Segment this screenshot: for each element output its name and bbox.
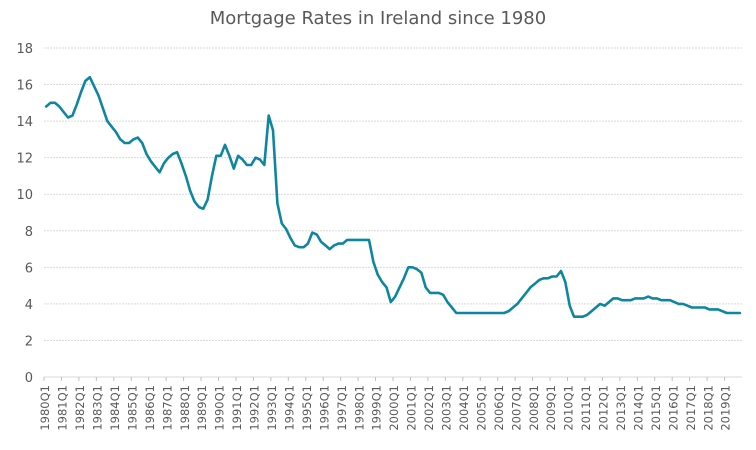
x-tick-label: 1989Q1 bbox=[195, 385, 209, 431]
y-tick-label: 18 bbox=[16, 42, 33, 57]
x-tick-label: 2013Q1 bbox=[614, 385, 628, 431]
chart-title: Mortgage Rates in Ireland since 1980 bbox=[209, 8, 547, 29]
x-tick-label: 2009Q1 bbox=[544, 385, 558, 431]
y-tick-label: 12 bbox=[16, 152, 33, 167]
x-tick-label: 2011Q1 bbox=[579, 385, 593, 431]
x-tick-label: 2017Q1 bbox=[684, 385, 698, 431]
mortgage-rate-line bbox=[44, 75, 742, 318]
x-tick-label: 2015Q1 bbox=[649, 385, 663, 431]
x-tick-label: 1987Q1 bbox=[160, 385, 174, 431]
x-tick-label: 2006Q1 bbox=[492, 385, 506, 431]
x-tick-label: 1997Q1 bbox=[335, 385, 349, 431]
x-tick-label: 1988Q1 bbox=[178, 385, 192, 431]
x-tick-label: 1985Q1 bbox=[125, 385, 139, 431]
y-tick-label: 16 bbox=[16, 79, 33, 94]
x-tick-label: 1982Q1 bbox=[73, 385, 87, 431]
x-tick-label: 2005Q1 bbox=[474, 385, 488, 431]
x-tick-label: 1983Q1 bbox=[91, 385, 105, 431]
x-tick-label: 1980Q1 bbox=[38, 385, 52, 431]
y-axis-ticks: 0 2 4 6 8 10 12 14 16 18 bbox=[16, 42, 33, 386]
x-tick-label: 2004Q1 bbox=[457, 385, 471, 431]
x-tick-label: 2012Q1 bbox=[597, 385, 611, 431]
y-tick-label: 14 bbox=[16, 115, 33, 130]
x-tick-label: 2002Q1 bbox=[422, 385, 436, 431]
gridlines bbox=[44, 47, 742, 378]
x-tick-label: 1995Q1 bbox=[300, 385, 314, 431]
x-tick-label: 1994Q1 bbox=[282, 385, 296, 431]
y-tick-label: 4 bbox=[25, 298, 33, 313]
x-tick-label: 1990Q1 bbox=[213, 385, 227, 431]
x-tick-label: 2014Q1 bbox=[631, 385, 645, 431]
x-tick-label: 1999Q1 bbox=[370, 385, 384, 431]
x-tick-label: 2003Q1 bbox=[440, 385, 454, 431]
x-tick-label: 2010Q1 bbox=[562, 385, 576, 431]
x-tick-label: 1981Q1 bbox=[56, 385, 70, 431]
x-tick-label: 2019Q1 bbox=[719, 385, 733, 431]
x-tick-label: 2016Q1 bbox=[666, 385, 680, 431]
x-tick-label: 2000Q1 bbox=[387, 385, 401, 431]
x-tick-label: 1984Q1 bbox=[108, 385, 122, 431]
y-tick-label: 2 bbox=[25, 334, 33, 349]
x-tick-label: 2007Q1 bbox=[509, 385, 523, 431]
y-tick-label: 6 bbox=[25, 261, 33, 276]
x-tick-label: 1986Q1 bbox=[143, 385, 157, 431]
x-tick-label: 1993Q1 bbox=[265, 385, 279, 431]
x-tick-label: 2008Q1 bbox=[527, 385, 541, 431]
x-tick-label: 1991Q1 bbox=[230, 385, 244, 431]
x-tick-label: 2018Q1 bbox=[701, 385, 715, 431]
x-tick-label: 1996Q1 bbox=[317, 385, 331, 431]
y-tick-label: 10 bbox=[16, 188, 33, 203]
y-tick-label: 0 bbox=[25, 371, 33, 386]
x-axis-ticks: 1980Q1 1981Q1 1982Q1 1983Q1 1984Q1 1985Q1 1986… bbox=[38, 377, 733, 431]
y-tick-label: 8 bbox=[25, 225, 33, 240]
x-tick-label: 1992Q1 bbox=[248, 385, 262, 431]
x-tick-label: 1998Q1 bbox=[352, 385, 366, 431]
x-tick-label: 2001Q1 bbox=[405, 385, 419, 431]
